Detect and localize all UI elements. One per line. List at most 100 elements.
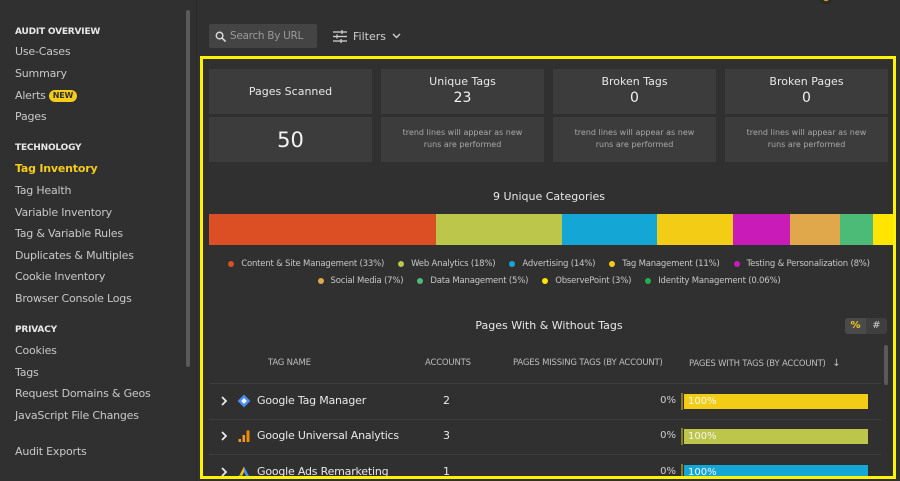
table-scrollbar[interactable] <box>884 345 888 385</box>
stat-title: Unique Tags <box>429 75 496 88</box>
legend-label: ObservePoint (3%) <box>555 276 632 286</box>
stat-title: Broken Pages <box>769 75 844 88</box>
legend-label: Identity Management (0.06%) <box>658 276 781 286</box>
legend-dot-icon <box>317 278 324 284</box>
search-box[interactable] <box>209 24 317 48</box>
sidebar-item-alerts[interactable]: Alerts NEW <box>15 89 78 102</box>
stat-value: 0 <box>630 90 639 106</box>
column-header-pages-with[interactable]: PAGES WITH TAGS (BY ACCOUNT) ↓ <box>689 358 841 369</box>
trend-note: trend lines will appear as new runs are … <box>402 128 523 149</box>
category-segment[interactable] <box>209 214 436 245</box>
sidebar-item-variable-inventory[interactable]: Variable Inventory <box>15 206 112 219</box>
table-row[interactable]: Google Tag Manager 2 0% 100% <box>209 384 881 419</box>
category-segment[interactable] <box>840 214 873 245</box>
chevron-right-icon[interactable] <box>219 430 229 442</box>
legend-item[interactable]: Content & Site Management (33%) <box>228 259 384 269</box>
pages-missing-percent: 0% <box>660 466 676 476</box>
sidebar-item-pages[interactable]: Pages <box>15 110 47 123</box>
chevron-down-icon <box>392 33 401 39</box>
tag-name: Google Ads Remarketing <box>257 465 389 476</box>
table-row[interactable]: Google Ads Remarketing 1 0% 100% <box>209 455 881 476</box>
stat-card-pages-scanned-value: 50 <box>209 117 372 162</box>
legend-item[interactable]: Testing & Personalization (8%) <box>733 259 870 269</box>
legend-label: Social Media (7%) <box>330 276 404 286</box>
legend-item[interactable]: Data Management (5%) <box>417 276 528 286</box>
legend-dot-icon <box>542 278 549 284</box>
pages-with-percent: 100% <box>688 396 717 407</box>
sidebar-section-privacy: PRIVACY <box>15 325 57 335</box>
legend-dot-icon <box>733 261 740 267</box>
categories-legend-row-1: Content & Site Management (33%) Web Analy… <box>209 259 889 269</box>
category-segment[interactable] <box>873 214 893 245</box>
legend-item[interactable]: Web Analytics (18%) <box>398 259 496 269</box>
column-header-accounts[interactable]: ACCOUNTS <box>425 358 471 368</box>
sidebar-item-tag-inventory[interactable]: Tag Inventory <box>15 162 98 175</box>
sidebar-item-tag-variable-rules[interactable]: Tag & Variable Rules <box>15 227 123 240</box>
chevron-right-icon[interactable] <box>219 466 229 476</box>
bar-fill <box>684 429 868 444</box>
column-header-tag-name[interactable]: TAG NAME <box>268 358 311 368</box>
stat-card-broken-pages-header: Broken Pages 0 <box>725 69 888 114</box>
legend-dot-icon <box>509 261 516 267</box>
legend-item[interactable]: Social Media (7%) <box>317 276 404 286</box>
sidebar-item-request-domains-geos[interactable]: Request Domains & Geos <box>15 387 151 400</box>
sidebar-item-javascript-file-changes[interactable]: JavaScript File Changes <box>15 409 139 422</box>
legend-dot-icon <box>417 278 424 284</box>
row-divider <box>209 419 881 420</box>
sidebar-scrollbar[interactable] <box>186 10 190 367</box>
sidebar-item-cookie-inventory[interactable]: Cookie Inventory <box>15 270 106 283</box>
column-header-pages-missing[interactable]: PAGES MISSING TAGS (BY ACCOUNT) <box>513 358 663 368</box>
search-input[interactable] <box>230 30 314 42</box>
bar-fill <box>684 465 868 476</box>
sidebar-item-browser-console-logs[interactable]: Browser Console Logs <box>15 292 132 305</box>
legend-item[interactable]: Tag Management (11%) <box>609 259 720 269</box>
stat-value: 23 <box>453 90 472 106</box>
legend-item[interactable]: Identity Management (0.06%) <box>645 276 781 286</box>
filters-button[interactable]: Filters <box>333 27 401 45</box>
legend-label: Data Management (5%) <box>430 276 529 286</box>
legend-label: Web Analytics (18%) <box>411 259 496 269</box>
user-avatar[interactable] <box>820 0 832 4</box>
table-title: Pages With & Without Tags <box>475 319 623 332</box>
legend-dot-icon <box>228 261 235 267</box>
search-icon <box>215 31 226 42</box>
stat-card-unique-tags-header: Unique Tags 23 <box>381 69 544 114</box>
sliders-icon <box>333 29 347 43</box>
pages-missing-percent: 0% <box>660 395 676 406</box>
new-badge: NEW <box>48 90 78 102</box>
category-segment[interactable] <box>436 214 562 245</box>
sidebar-item-use-cases[interactable]: Use-Cases <box>15 45 71 58</box>
category-segment[interactable] <box>562 214 657 245</box>
category-segment[interactable] <box>733 214 790 245</box>
pages-with-percent: 100% <box>688 467 717 476</box>
accounts-count: 3 <box>443 429 450 442</box>
category-segment[interactable] <box>657 214 733 245</box>
google-ads-icon <box>238 466 249 476</box>
pages-missing-percent: 0% <box>660 430 676 441</box>
legend-label: Testing & Personalization (8%) <box>746 259 870 269</box>
sidebar-section-technology: TECHNOLOGY <box>15 143 82 153</box>
sidebar-item-summary[interactable]: Summary <box>15 67 67 80</box>
tag-name: Google Tag Manager <box>257 394 367 407</box>
pages-with-percent: 100% <box>688 431 717 442</box>
percent-toggle-button[interactable]: % <box>845 318 866 334</box>
pages-with-bar: 100% <box>681 464 869 476</box>
table-row[interactable]: Google Universal Analytics 3 0% 100% <box>209 419 881 454</box>
pages-with-bar: 100% <box>681 393 869 410</box>
legend-item[interactable]: Advertising (14%) <box>509 259 595 269</box>
count-toggle-button[interactable]: # <box>872 320 881 331</box>
category-segment[interactable] <box>790 214 840 245</box>
column-header-label: PAGES WITH TAGS (BY ACCOUNT) <box>689 359 826 369</box>
legend-item[interactable]: ObservePoint (3%) <box>542 276 631 286</box>
sidebar-item-tag-health[interactable]: Tag Health <box>15 184 72 197</box>
chevron-right-icon[interactable] <box>219 395 229 407</box>
sidebar-divider <box>196 0 197 481</box>
gtm-icon <box>237 394 251 408</box>
sidebar-item-cookies[interactable]: Cookies <box>15 344 57 357</box>
categories-stacked-bar <box>209 214 893 245</box>
sidebar-item-tags[interactable]: Tags <box>15 366 39 379</box>
sidebar-item-audit-exports[interactable]: Audit Exports <box>15 445 87 458</box>
sort-down-icon: ↓ <box>832 358 841 369</box>
sidebar-item-duplicates-multiples[interactable]: Duplicates & Multiples <box>15 249 134 262</box>
